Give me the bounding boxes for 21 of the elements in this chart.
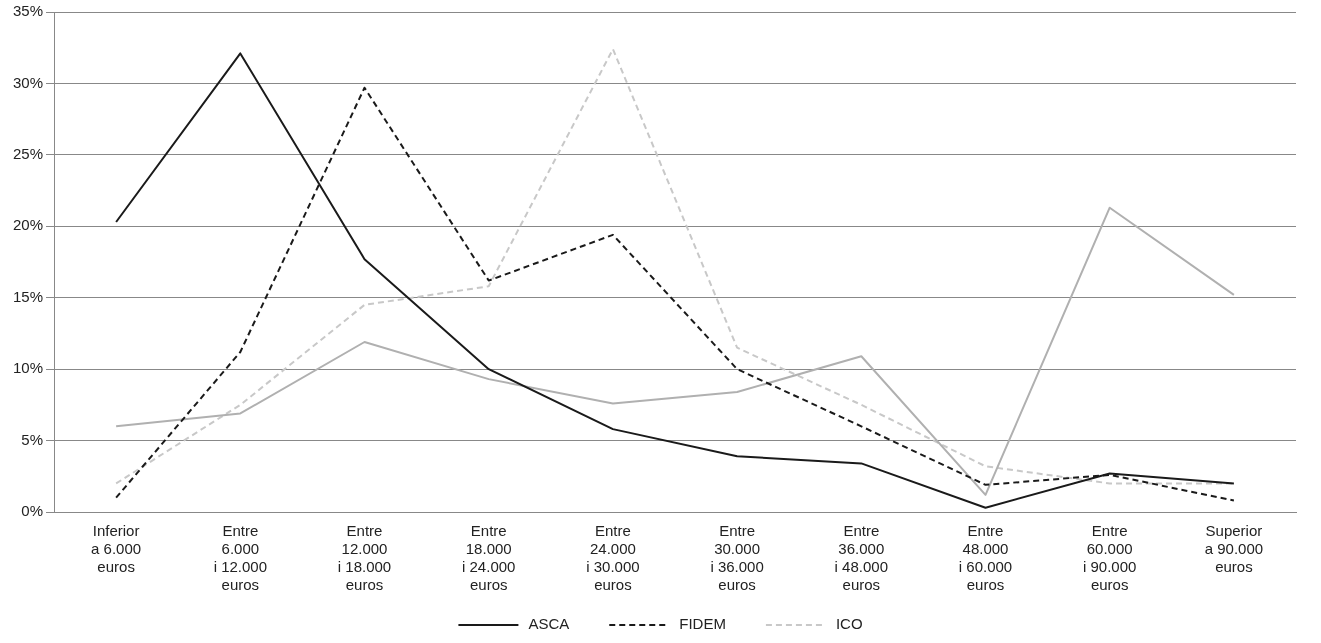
y-tick-label: 10% (12, 359, 44, 377)
x-tick-label: Entre 12.000 i 18.000 euros (337, 522, 392, 594)
x-tick-label: Entre 18.000 i 24.000 euros (462, 522, 516, 594)
y-tick-label: 15% (12, 287, 44, 305)
x-tick-label: Entre 60.000 i 90.000 euros (1083, 522, 1137, 594)
x-tick-label: Superior a 90.000 euros (1204, 522, 1264, 576)
y-tick-label: 35% (12, 2, 44, 20)
x-tick-label: Entre 24.000 i 30.000 euros (586, 522, 640, 594)
x-tick-label: Entre 48.000 i 60.000 euros (958, 522, 1013, 594)
legend-label: ICO (835, 615, 863, 633)
y-tick-label: 0% (21, 502, 44, 520)
legend-label: FIDEM (679, 615, 726, 633)
legend-label: ASCA (528, 615, 570, 633)
y-tick-label: 30% (12, 73, 44, 91)
y-tick-label: 25% (12, 145, 44, 162)
x-tick-label: Inferior a 6.000 euros (91, 522, 142, 576)
x-tick-label: Entre 6.000 i 12.000 euros (213, 522, 268, 594)
y-tick-label: 20% (12, 216, 44, 234)
y-tick-label: 5% (21, 430, 44, 448)
x-tick-label: Entre 36.000 i 48.000 euros (834, 522, 888, 594)
x-tick-label: Entre 30.000 i 36.000 euros (710, 522, 764, 594)
